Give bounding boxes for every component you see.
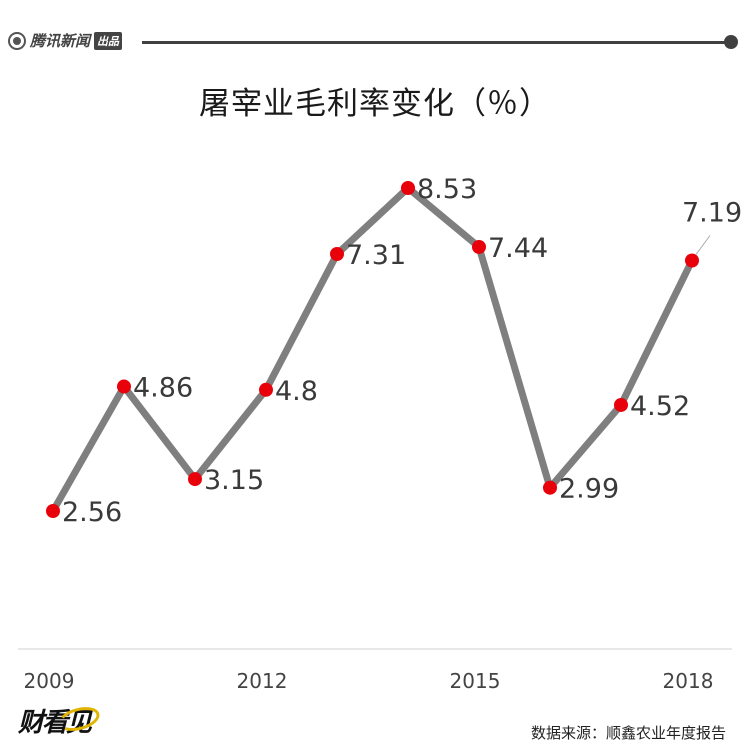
- data-label: 7.19: [682, 197, 742, 228]
- data-label: 8.53: [417, 174, 477, 205]
- data-label: 4.86: [133, 373, 193, 404]
- data-point: [259, 382, 273, 397]
- data-point: [330, 247, 344, 262]
- caikanjian-logo: 财看见: [18, 708, 92, 738]
- tencent-news-icon: [8, 31, 26, 50]
- brand-tag: 出品: [94, 31, 123, 50]
- data-point: [188, 472, 202, 487]
- data-label: 2.99: [559, 474, 619, 505]
- data-source-note: 数据来源：顺鑫农业年度报告: [530, 724, 726, 742]
- x-tick-label: 2015: [450, 669, 501, 693]
- data-point: [46, 504, 60, 518]
- data-label-leader-line: [695, 235, 711, 255]
- data-label: 4.52: [630, 391, 690, 422]
- data-point: [472, 239, 486, 254]
- brand-name: 腾讯新闻: [30, 32, 91, 50]
- data-label: 2.56: [62, 497, 122, 528]
- header-divider: [142, 41, 730, 44]
- x-tick-label: 2009: [24, 669, 75, 693]
- data-point: [685, 253, 699, 268]
- data-label: 3.15: [204, 465, 264, 496]
- data-point: [401, 181, 415, 195]
- data-label: 4.8: [275, 376, 318, 407]
- x-tick-label: 2012: [237, 669, 288, 693]
- series-line: [49, 184, 696, 515]
- data-point: [614, 397, 628, 412]
- data-point: [543, 480, 557, 495]
- brand-logo: 腾讯新闻 出品: [8, 30, 123, 51]
- data-label: 7.31: [346, 240, 406, 271]
- data-label: 7.44: [488, 233, 548, 264]
- data-point: [117, 379, 131, 394]
- header-dot: [724, 35, 738, 49]
- x-tick-label: 2018: [663, 669, 714, 693]
- chart-title: 屠宰业毛利率变化（％）: [199, 86, 551, 122]
- header-bar: 腾讯新闻 出品: [0, 0, 750, 70]
